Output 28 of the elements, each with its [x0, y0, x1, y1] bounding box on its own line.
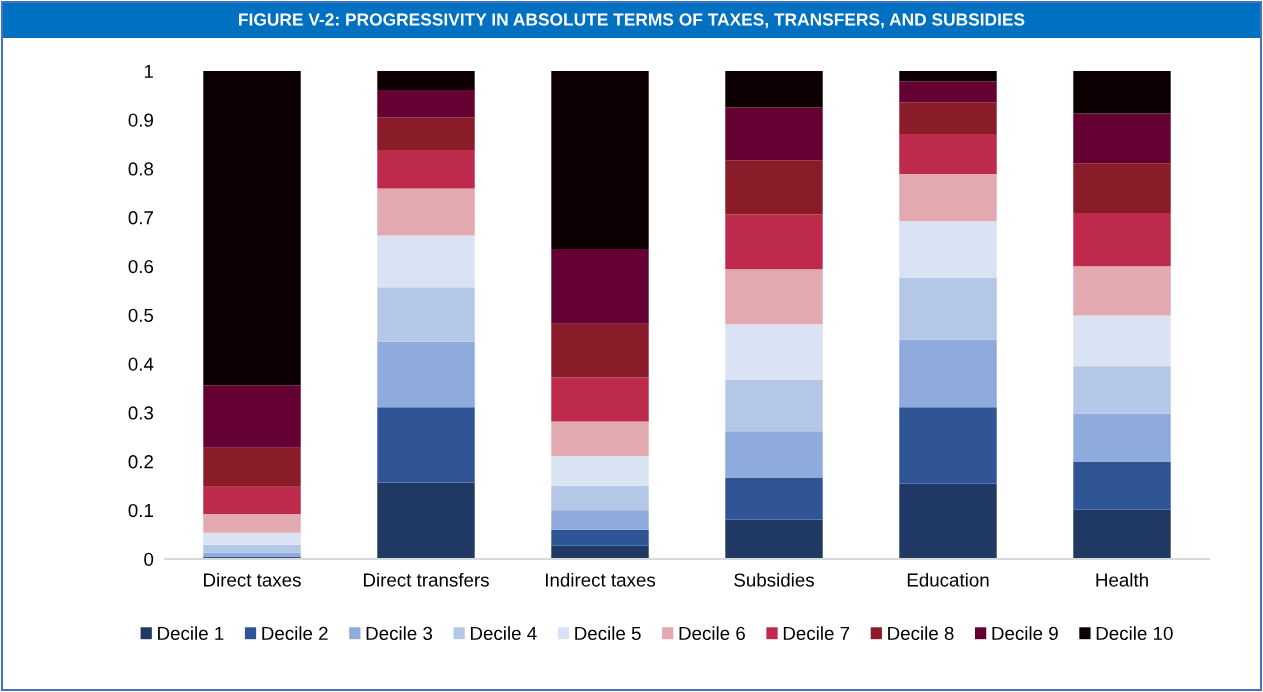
- y-tick-label: 0.9: [128, 113, 153, 127]
- x-tick-label: Direct taxes: [204, 572, 301, 587]
- y-tick-label: 0.1: [128, 503, 153, 518]
- legend-label: Decile 2: [262, 626, 328, 641]
- y-tick-label: 0.3: [128, 406, 154, 420]
- y-tick-label: 0: [144, 552, 154, 566]
- x-tick-label: Direct transfers: [363, 572, 489, 587]
- legend-label: Decile 3: [366, 626, 433, 641]
- legend-label: Decile 9: [992, 626, 1058, 641]
- y-tick-label: 0.5: [128, 308, 154, 322]
- legend-label: Decile 1: [158, 626, 224, 641]
- legend-label: Decile 5: [575, 626, 641, 641]
- y-tick-label: 0.7: [128, 211, 153, 225]
- y-tick-label: 0.4: [128, 357, 154, 371]
- legend-label: Decile 7: [783, 626, 850, 641]
- x-tick-label: Subsidies: [734, 572, 814, 587]
- legend-label: Decile 4: [470, 626, 537, 641]
- legend-label: Decile 8: [888, 626, 954, 641]
- legend-label: Decile 6: [679, 626, 745, 641]
- x-tick-label: Health: [1096, 572, 1148, 587]
- y-tick-label: 0.6: [128, 259, 154, 274]
- y-tick-label: 0.2: [128, 455, 153, 469]
- y-tick-label: 0.8: [128, 162, 154, 176]
- x-tick-label: Indirect taxes: [545, 572, 656, 587]
- legend-label: Decile 10: [1096, 626, 1173, 641]
- chart-title: FIGURE V-2: PROGRESSIVITY IN ABSOLUTE TERMS OF TAXES, TRANSFERS, AND SUBSIDIES: [239, 13, 1025, 29]
- x-tick-label: Education: [907, 572, 989, 587]
- y-tick-label: 1: [144, 64, 153, 78]
